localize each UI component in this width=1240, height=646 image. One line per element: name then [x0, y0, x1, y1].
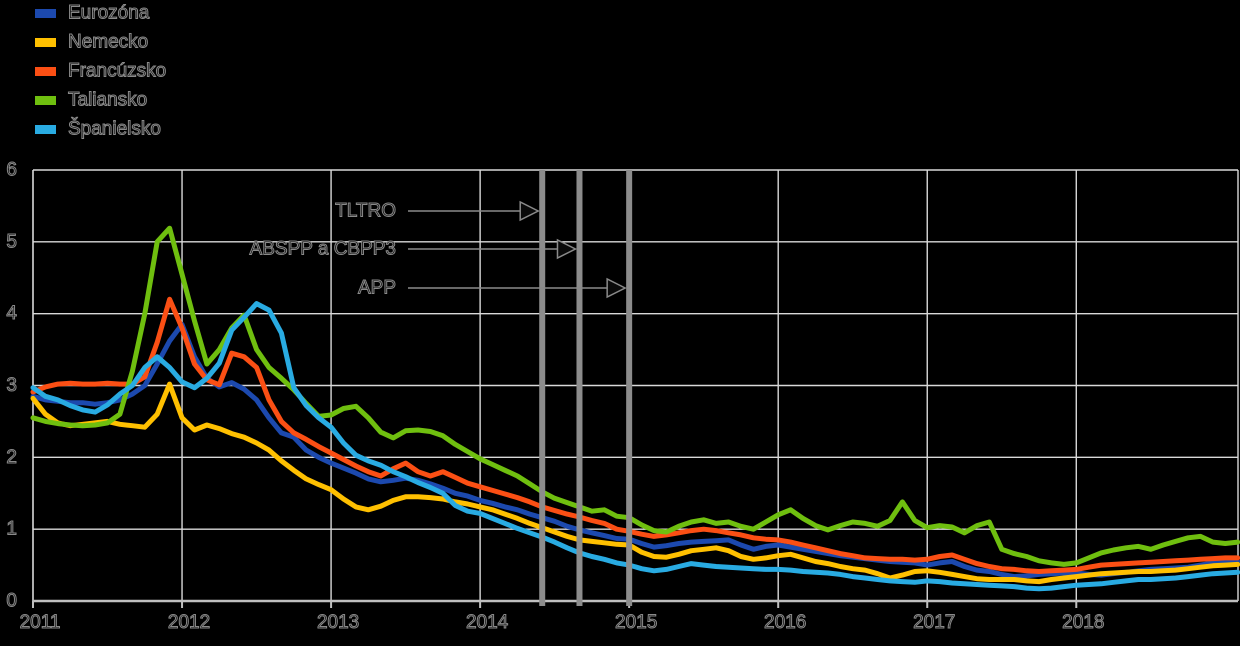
legend-item-francuzsko: Francúzsko: [35, 60, 167, 82]
legend-label-nemecko: Nemecko: [68, 32, 148, 53]
legend-item-spanielsko: Španielsko: [35, 117, 161, 140]
legend-label-francuzsko: Francúzsko: [68, 61, 166, 82]
event-lines-layer: [539, 170, 633, 606]
y-axis-label-1: 1: [6, 519, 17, 540]
annotation-abspp-cbpp3-arrow-head: [556, 238, 578, 260]
annotation-abspp-cbpp3-label: ABSPP a CBPP3: [250, 239, 396, 260]
annotation-app-label: APP: [358, 278, 396, 299]
x-axis-label-2014: 2014: [466, 612, 509, 633]
y-axis-label-4: 4: [6, 303, 17, 324]
series-line-eurozona: [30, 321, 1240, 580]
x-axis-label-2012: 2012: [168, 612, 210, 633]
x-axis-label-2011: 2011: [20, 612, 61, 633]
axis-labels-layer: 0 1 2 3 4 5 6 2011 2012 2013 2014 2015 2016 2017 2018: [6, 159, 1105, 634]
legend-label-taliansko: Taliansko: [68, 90, 147, 111]
legend-label-spanielsko: Španielsko: [68, 118, 161, 140]
legend-item-taliansko: Taliansko: [35, 89, 148, 111]
series-line-francuzsko: [30, 296, 1240, 574]
x-axis-label-2015: 2015: [615, 612, 657, 633]
y-axis-label-3: 3: [6, 375, 17, 396]
series-line-nemecko: [30, 381, 1240, 585]
legend-swatch-spanielsko: [35, 125, 56, 134]
x-axis-label-2018: 2018: [1062, 612, 1104, 633]
legend-label-eurozona: Eurozóna: [68, 3, 150, 24]
legend: Eurozóna Nemecko Francúzsko Taliansko Španie…: [35, 2, 167, 140]
x-axis-label-2017: 2017: [913, 612, 955, 633]
x-axis-label-2013: 2013: [317, 612, 359, 633]
annotation-tltro-label: TLTRO: [335, 201, 396, 222]
annotation-tltro-arrow-head: [519, 200, 540, 222]
legend-swatch-francuzsko: [35, 67, 56, 76]
annotation-app-arrow-head: [606, 277, 627, 299]
legend-item-nemecko: Nemecko: [35, 31, 149, 53]
legend-swatch-nemecko: [35, 38, 56, 47]
series-line-spanielsko: [30, 301, 1240, 592]
y-axis-label-0: 0: [6, 591, 17, 612]
x-axis-label-2016: 2016: [764, 612, 806, 633]
y-axis-label-5: 5: [6, 231, 17, 252]
legend-item-eurozona: Eurozóna: [35, 2, 150, 24]
series-layer: [30, 225, 1240, 592]
y-axis-label-6: 6: [6, 160, 17, 181]
y-axis-label-2: 2: [6, 447, 17, 468]
legend-swatch-taliansko: [35, 96, 56, 105]
series-line-taliansko: [30, 225, 1240, 567]
legend-swatch-eurozona: [35, 9, 56, 18]
annotations-layer: TLTRO ABSPP a CBPP3 APP: [249, 200, 627, 299]
